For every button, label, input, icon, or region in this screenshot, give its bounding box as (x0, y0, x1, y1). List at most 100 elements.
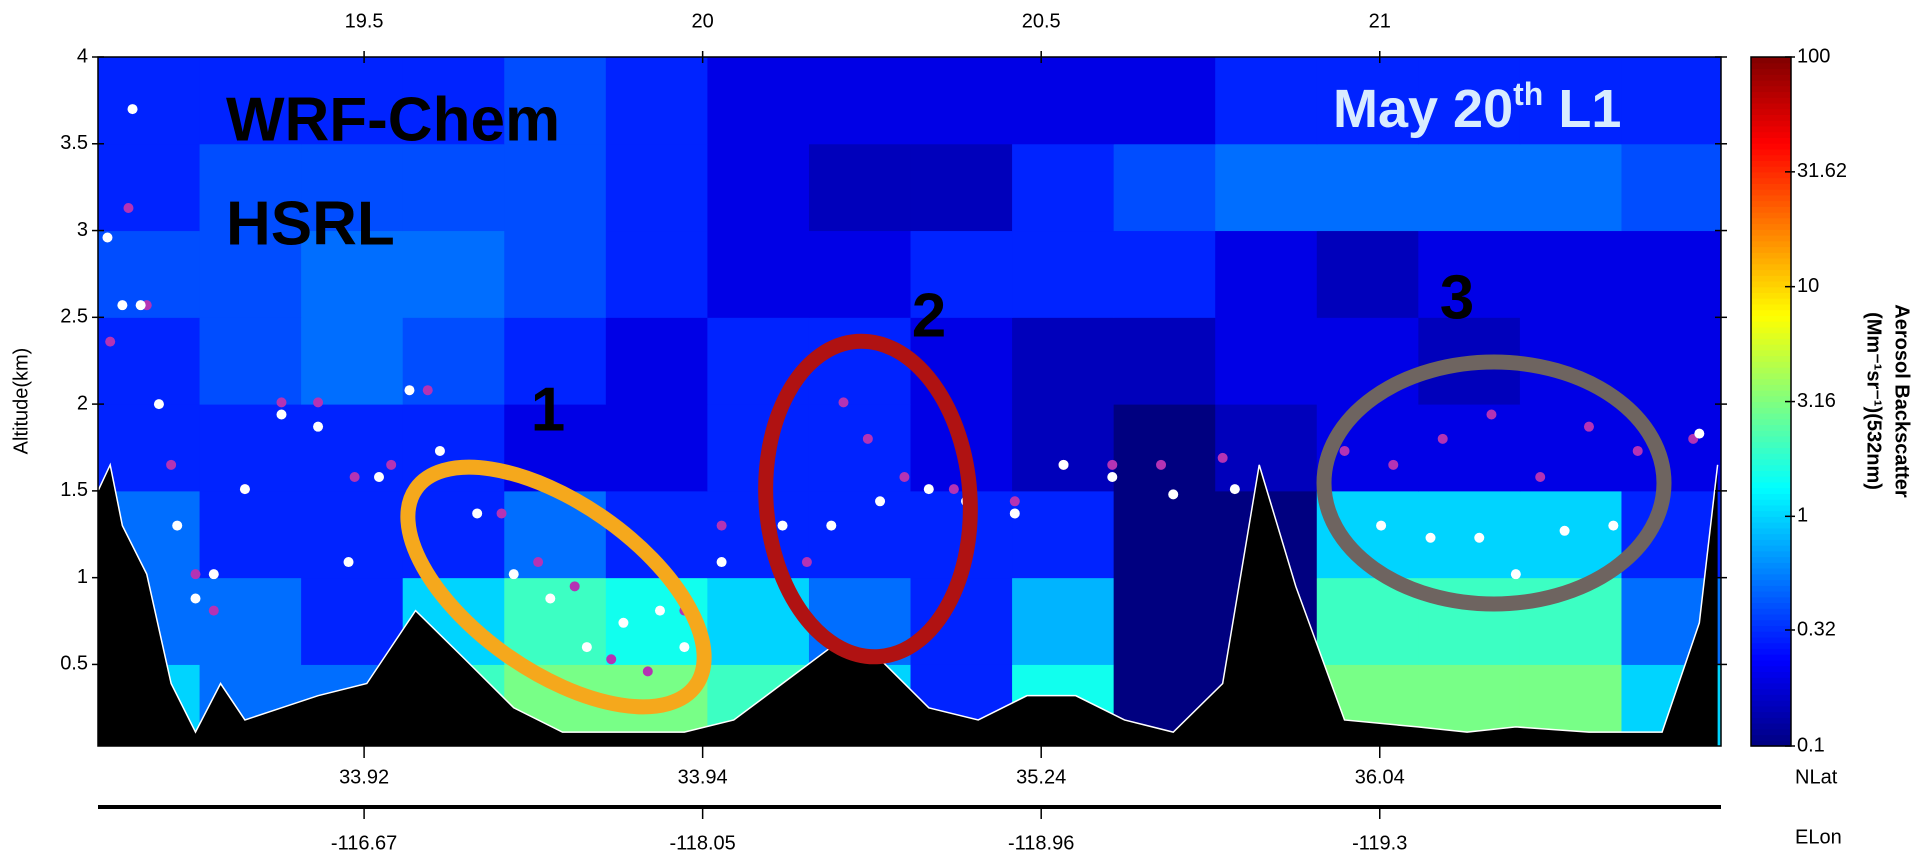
colorbar-segment (1751, 424, 1791, 431)
profile-point (923, 484, 934, 495)
backscatter-cell (98, 317, 201, 405)
profile-point (496, 508, 507, 519)
profile-point (581, 642, 592, 653)
x2-axis-label: NLat (1795, 766, 1838, 788)
colorbar-segment (1751, 556, 1791, 563)
profile-point (801, 557, 812, 568)
colorbar-segment (1751, 435, 1791, 443)
profile-point (313, 397, 324, 408)
profile-point (1486, 409, 1497, 420)
backscatter-cell (910, 143, 1013, 232)
profile-point (862, 433, 873, 444)
x3-tick-label: -119.3 (1352, 832, 1407, 854)
backscatter-cell (98, 143, 201, 232)
backscatter-cell (1316, 230, 1419, 318)
colorbar-segment (1751, 700, 1791, 707)
profile-point (899, 471, 910, 482)
backscatter-cell (301, 577, 404, 665)
colorbar-segment (1751, 217, 1791, 225)
profile-point (208, 605, 219, 616)
colorbar-segment (1751, 717, 1791, 724)
profile-point (1107, 471, 1118, 482)
y-axis-label: Altitude(km) (10, 348, 32, 455)
profile-point (1510, 569, 1521, 580)
colorbar-segment (1751, 522, 1791, 529)
backscatter-cell (98, 57, 201, 145)
backscatter-cell (605, 143, 708, 232)
colorbar-segment (1751, 481, 1791, 489)
circle-2 (758, 333, 978, 665)
backscatter-cell (1621, 143, 1722, 232)
backscatter-cell (1215, 57, 1318, 145)
profile-point (1058, 459, 1069, 470)
colorbar-segment (1751, 665, 1791, 672)
y-tick-label: 1.5 (60, 479, 88, 501)
colorbar-segment (1751, 200, 1791, 207)
colorbar-segment (1751, 596, 1791, 604)
colorbar-segment (1751, 74, 1791, 81)
colorbar-segment (1751, 252, 1791, 259)
colorbar-segment (1751, 171, 1791, 179)
backscatter-cell (98, 404, 201, 492)
backscatter-cell (1316, 317, 1419, 405)
y-tick-label: 0.5 (60, 653, 88, 675)
backscatter-cell (1621, 57, 1722, 145)
profile-point (117, 300, 128, 311)
x2-tick-label: 33.92 (339, 766, 389, 788)
profile-point (127, 104, 138, 115)
profile-point (349, 471, 360, 482)
colorbar-segment (1751, 125, 1791, 133)
colorbar-segment (1751, 263, 1791, 271)
legend-entry: WRF-Chem (226, 85, 560, 154)
backscatter-cell (1113, 230, 1216, 318)
colorbar-segment (1751, 349, 1791, 357)
backscatter-cell (808, 404, 912, 492)
backscatter-cell (707, 143, 810, 232)
backscatter-cell (402, 57, 505, 145)
backscatter-cell (301, 57, 404, 145)
colorbar-segment (1751, 62, 1791, 70)
backscatter-cell (1519, 57, 1622, 145)
colorbar-segment (1751, 654, 1791, 661)
profile-point (153, 399, 164, 410)
colorbar-segment (1751, 579, 1791, 586)
x2-tick-label: 35.24 (1016, 766, 1066, 788)
profile-point (1168, 489, 1179, 500)
profile-point (422, 385, 433, 396)
colorbar-segment (1751, 189, 1791, 196)
colorbar-segment (1751, 568, 1791, 575)
colorbar-segment (1751, 585, 1791, 592)
colorbar-segment (1751, 372, 1791, 380)
backscatter-cell (1113, 490, 1216, 579)
backscatter-cell (1519, 490, 1622, 579)
colorbar-segment (1751, 401, 1791, 408)
backscatter-cell (605, 404, 708, 492)
x-tick-label: 20.5 (1022, 10, 1061, 32)
annotation: 2 (912, 281, 946, 350)
profile-point (618, 617, 629, 628)
backscatter-cell (1215, 317, 1318, 405)
colorbar-segment (1751, 303, 1791, 311)
ground-fill (98, 464, 1718, 746)
profile-point (239, 484, 250, 495)
colorbar-segment (1751, 527, 1791, 535)
colorbar-segment (1751, 97, 1791, 104)
profile-point (1474, 532, 1485, 543)
backscatter-cell (808, 317, 912, 405)
profile-point (373, 471, 384, 482)
x3-tick-label: -118.05 (669, 832, 735, 854)
colorbar-segment (1751, 470, 1791, 477)
colorbar-segment (1751, 613, 1791, 621)
title-text: May 20 (1333, 79, 1513, 139)
colorbar-segment (1751, 160, 1791, 167)
colorbar-segment (1751, 487, 1791, 494)
profile-point (1388, 459, 1399, 470)
profile-point (1437, 433, 1448, 444)
plot-frame (97, 56, 1722, 747)
backscatter-cell (808, 490, 912, 579)
colorbar-segment (1751, 464, 1791, 471)
legend-entry: HSRL (226, 189, 395, 258)
profile-point (1425, 532, 1436, 543)
backscatter-cell (1519, 143, 1622, 232)
colorbar-label: Aerosol Backscatter (1891, 304, 1913, 498)
